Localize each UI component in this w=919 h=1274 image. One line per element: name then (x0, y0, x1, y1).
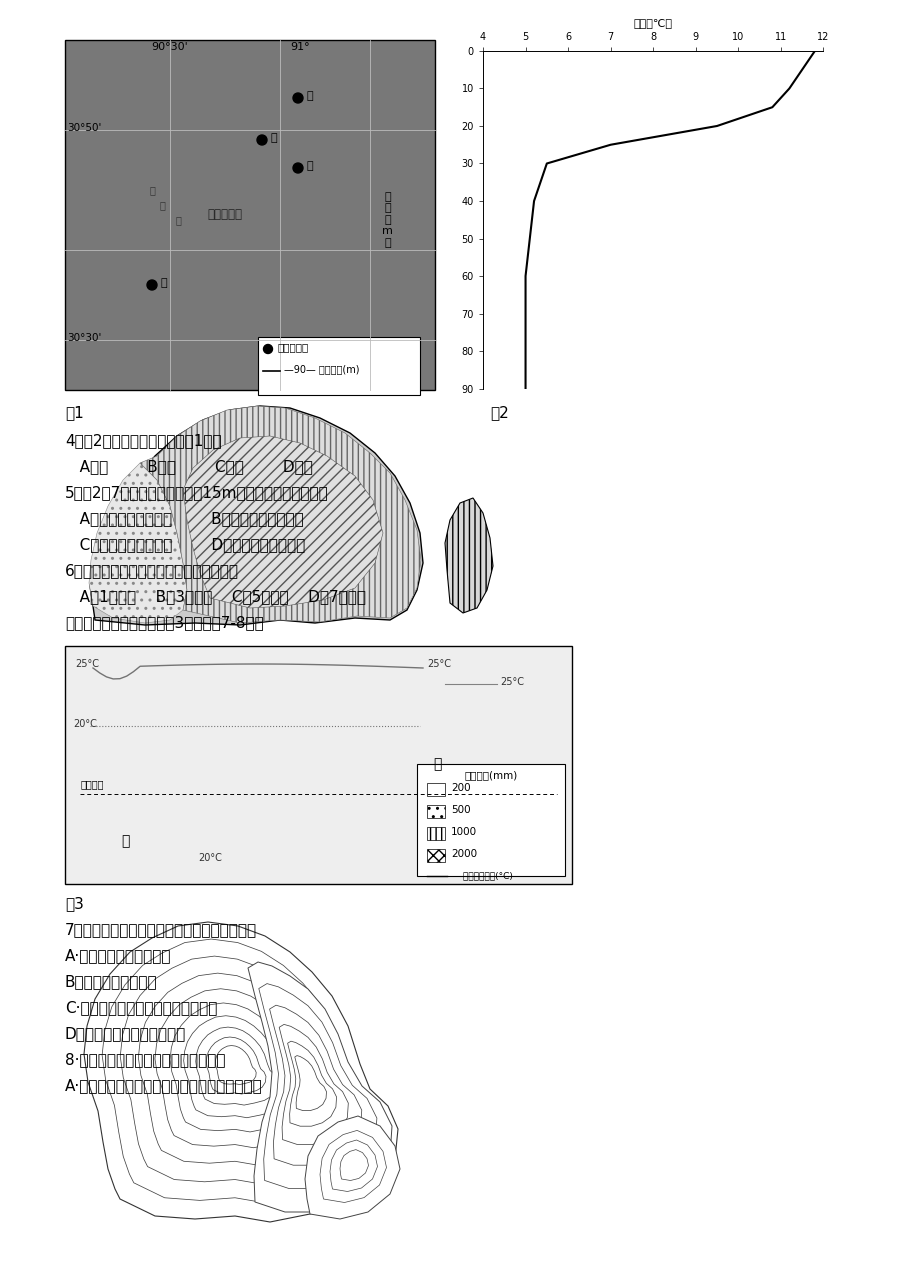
Text: A·甲为热带草原气候，干季受副热带高压的影响: A·甲为热带草原气候，干季受副热带高压的影响 (65, 1078, 263, 1093)
Polygon shape (140, 406, 421, 623)
Text: 25°C: 25°C (499, 676, 524, 687)
Text: 1000: 1000 (450, 827, 477, 837)
Circle shape (292, 163, 302, 173)
Polygon shape (445, 498, 493, 613)
Text: 2000: 2000 (450, 848, 477, 859)
Polygon shape (183, 436, 382, 608)
Text: 钦: 钦 (159, 200, 165, 210)
Bar (426, 784, 445, 796)
Text: 甲: 甲 (120, 834, 129, 848)
Text: A．1月中旬    B．3月中旬    C．5月中旬    D．7月中旬: A．1月中旬 B．3月中旬 C．5月中旬 D．7月中旬 (65, 589, 366, 604)
Polygon shape (305, 1116, 400, 1219)
Text: 91°: 91° (289, 42, 310, 52)
Circle shape (292, 93, 302, 103)
Text: 乃: 乃 (149, 185, 154, 195)
Title: 水温（℃）: 水温（℃） (633, 18, 672, 28)
Polygon shape (89, 462, 187, 623)
Text: 90°30': 90°30' (152, 42, 188, 52)
Bar (257, 338, 420, 395)
Text: 乙: 乙 (307, 161, 313, 171)
Text: C·受地形的影响，分布有高大的山脉: C·受地形的影响，分布有高大的山脉 (65, 1000, 217, 1015)
Bar (426, 848, 445, 862)
Text: 水
深
（
m
）: 水 深 （ m ） (381, 191, 392, 248)
Text: 年降水量(mm): 年降水量(mm) (464, 769, 517, 780)
Text: 纳: 纳 (175, 215, 181, 225)
Text: A．甲        B．乙        C．丙        D．丁: A．甲 B．乙 C．丙 D．丁 (65, 459, 312, 474)
Polygon shape (90, 406, 423, 626)
Text: A·有寒流，降温作用明显: A·有寒流，降温作用明显 (65, 948, 171, 963)
Bar (65, 646, 572, 884)
Text: 6．推断纳木错水温垂直变化最小的时段是: 6．推断纳木错水温垂直变化最小的时段是 (65, 563, 239, 578)
Text: 图3: 图3 (65, 896, 84, 911)
Text: D．位于背风坡，有焉风效应: D．位于背风坡，有焉风效应 (65, 1026, 186, 1041)
Text: 25°C: 25°C (75, 659, 99, 669)
Text: —90— 等水深线(m): —90— 等水深线(m) (284, 364, 359, 375)
Text: B．受沿屸暖流的影响: B．受沿屸暖流的影响 (65, 975, 157, 989)
Text: 20°C: 20°C (73, 719, 96, 729)
Text: A．光照强烈且水质好        B．蒸发消耗表层热量: A．光照强烈且水质好 B．蒸发消耗表层热量 (65, 511, 303, 526)
Text: 20°C: 20°C (198, 854, 221, 862)
Text: 7．图中大陆西屸等温线向北凸出明显，原因是: 7．图中大陆西屸等温线向北凸出明显，原因是 (65, 922, 256, 936)
Text: 500: 500 (450, 805, 471, 815)
Text: 200: 200 (450, 784, 471, 792)
Text: 甲: 甲 (271, 132, 278, 143)
Polygon shape (248, 962, 391, 1212)
Text: — 年平均等温线(°C): — 年平均等温线(°C) (450, 871, 512, 880)
Circle shape (256, 135, 267, 145)
Circle shape (263, 344, 272, 353)
Text: 4．图2示意的水文观测点是图1中的: 4．图2示意的水文观测点是图1中的 (65, 433, 221, 448)
Text: 8·说明甲、乙两地自然带的差异及原因: 8·说明甲、乙两地自然带的差异及原因 (65, 1052, 225, 1068)
Text: C．地表径流汇人量大        D．表层受风力影响小: C．地表径流汇人量大 D．表层受风力影响小 (65, 538, 305, 552)
Text: 丁: 丁 (161, 278, 167, 288)
Text: 图1: 图1 (65, 405, 84, 420)
Circle shape (147, 280, 157, 290)
Text: 水文观测点: 水文观测点 (278, 341, 309, 352)
Bar (416, 764, 564, 877)
Text: 读「南部非洲区域图」（图3），回筗7-8题。: 读「南部非洲区域图」（图3），回筗7-8题。 (65, 615, 264, 631)
Text: 25°C: 25°C (426, 659, 450, 669)
Text: 南回归线: 南回归线 (81, 778, 105, 789)
Text: 图2: 图2 (490, 405, 508, 420)
Text: 乙: 乙 (432, 757, 441, 771)
Text: 30°30': 30°30' (67, 333, 101, 343)
Bar (426, 827, 445, 840)
Text: 纳　木　错: 纳 木 错 (208, 209, 243, 222)
Bar (65, 39, 435, 390)
Bar (426, 805, 445, 818)
Text: 30°50': 30°50' (67, 124, 101, 132)
Text: 5．图2中7月水温从表层到水深15m处变化小的原因主要是: 5．图2中7月水温从表层到水深15m处变化小的原因主要是 (65, 485, 328, 499)
Text: 丙: 丙 (307, 90, 313, 101)
Polygon shape (84, 922, 398, 1222)
